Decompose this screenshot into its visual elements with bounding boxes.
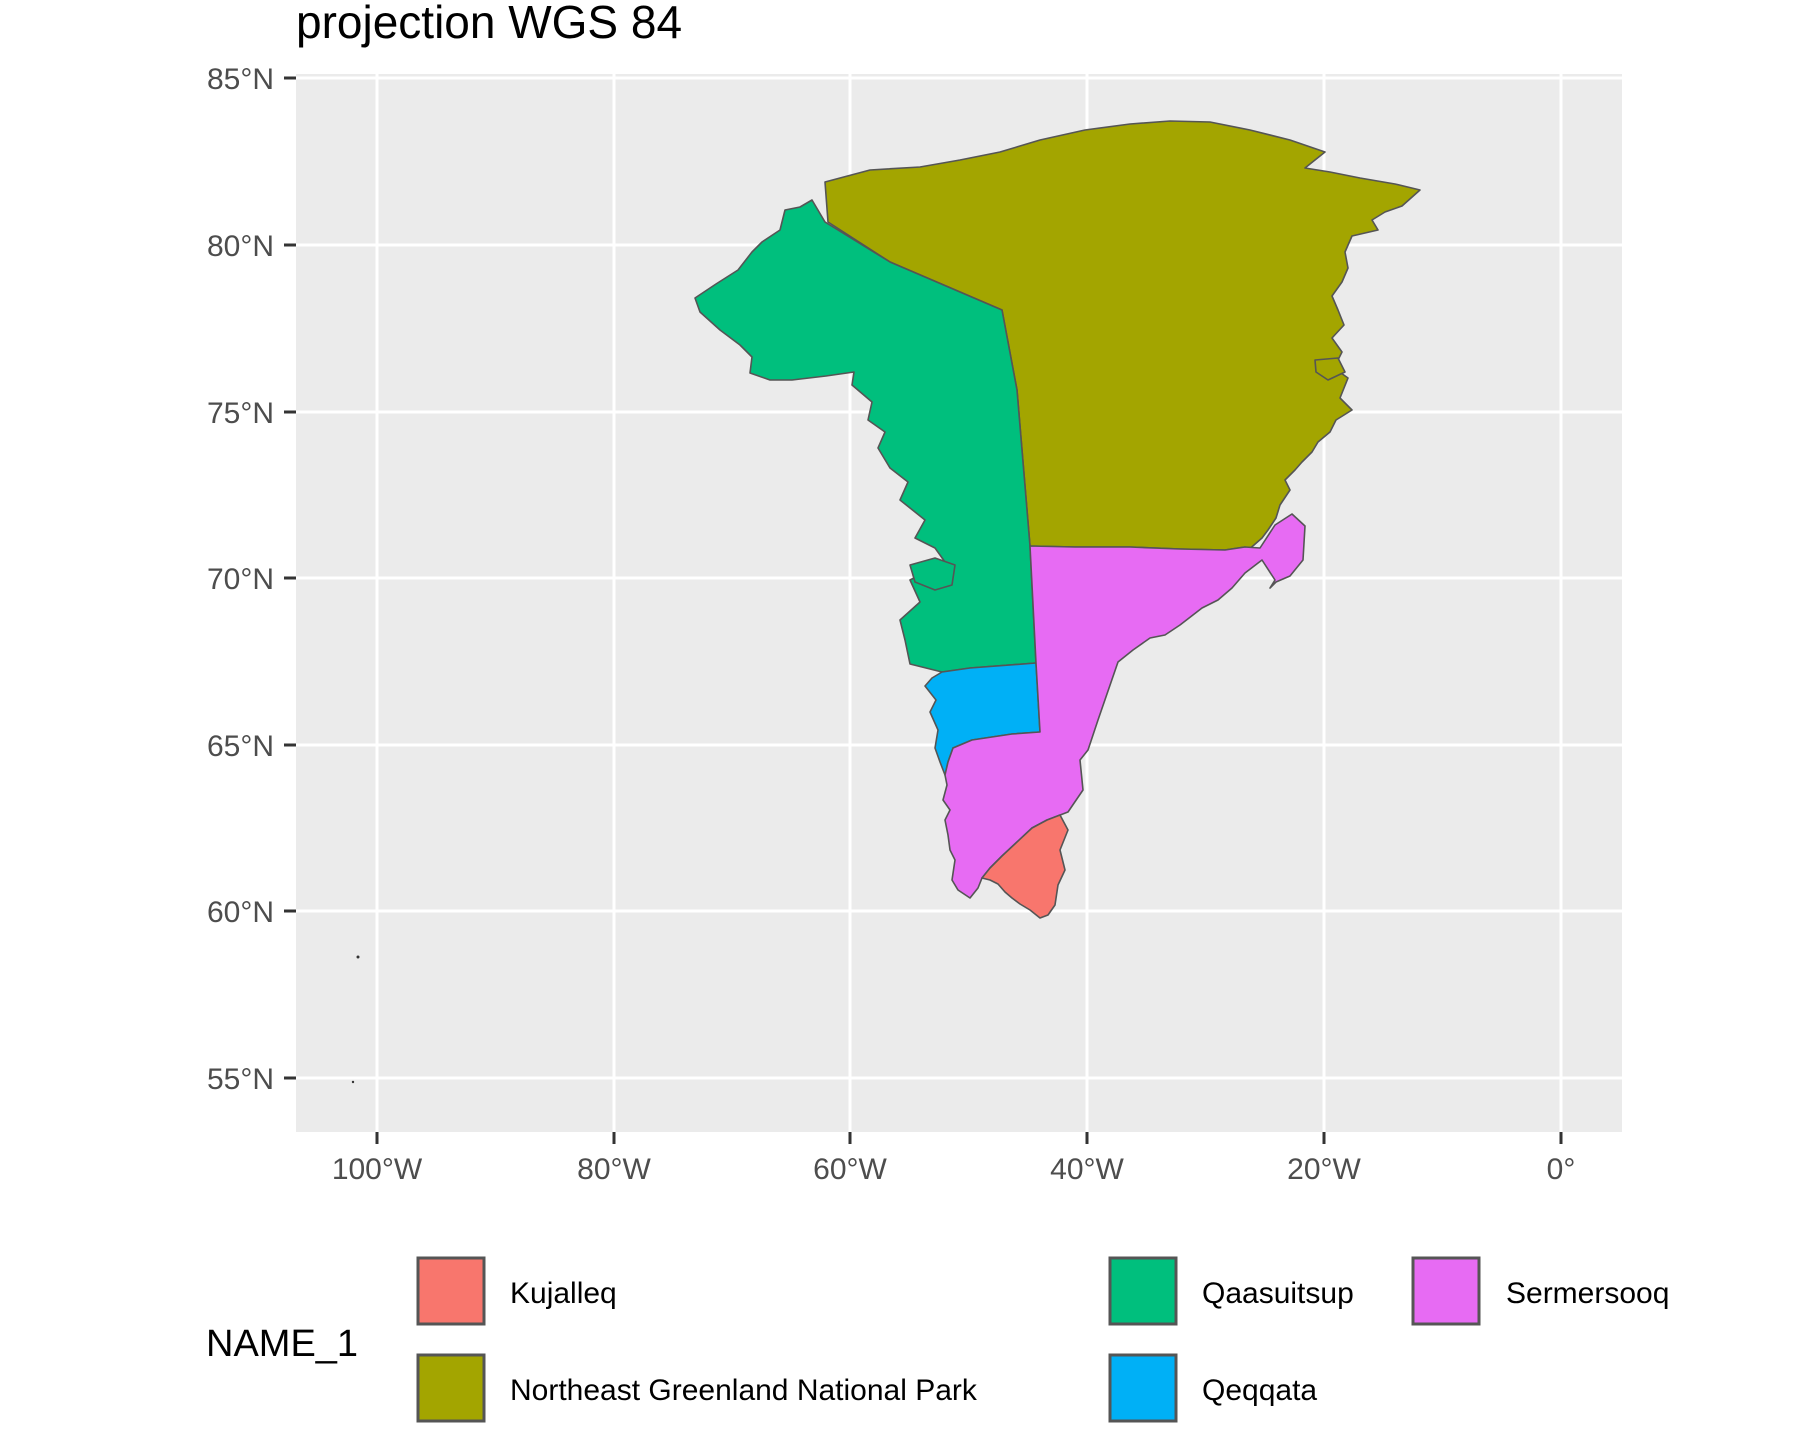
y-tick-label: 70°N: [207, 563, 274, 596]
island-dot-1: [356, 955, 360, 959]
region-qaasuitsup[interactable]: [694, 199, 1037, 673]
island-disko: [909, 557, 956, 591]
legend-title: NAME_1: [206, 1323, 358, 1365]
legend-item[interactable]: Northeast Greenland National Park: [416, 1353, 978, 1423]
legend-item[interactable]: Sermersooq: [1411, 1256, 1669, 1326]
y-axis: 85°N 80°N 75°N 70°N 65°N 60°N 55°N: [207, 63, 296, 1096]
greenland-regions: [351, 120, 1421, 1084]
legend-label: Qeqqata: [1202, 1374, 1317, 1407]
x-tick-label: 0°: [1547, 1153, 1576, 1186]
y-tick-label: 65°N: [207, 730, 274, 763]
legend-key-northeast-greenland-national-park: [416, 1353, 486, 1423]
x-tick-label: 20°W: [1287, 1153, 1361, 1186]
region-sermersooq[interactable]: [942, 513, 1306, 899]
x-tick-label: 100°W: [332, 1153, 423, 1186]
legend-key-qaasuitsup: [1108, 1256, 1178, 1326]
island-east: [1314, 357, 1346, 381]
y-tick-label: 55°N: [207, 1063, 274, 1096]
legend-label: Sermersooq: [1506, 1277, 1669, 1310]
legend-key-sermersooq: [1411, 1256, 1481, 1326]
legend-item[interactable]: Qaasuitsup: [1108, 1256, 1354, 1326]
y-tick-label: 85°N: [207, 63, 274, 96]
legend-key-kujalleq: [416, 1256, 486, 1326]
x-tick-label: 60°W: [813, 1153, 887, 1186]
x-tick-label: 40°W: [1050, 1153, 1124, 1186]
y-tick-label: 75°N: [207, 397, 274, 430]
legend-key-qeqqata: [1108, 1353, 1178, 1423]
legend-item[interactable]: Kujalleq: [416, 1256, 617, 1326]
x-axis: 100°W 80°W 60°W 40°W 20°W 0°: [332, 1132, 1576, 1186]
legend-label: Northeast Greenland National Park: [510, 1374, 978, 1407]
legend-label: Qaasuitsup: [1202, 1277, 1354, 1310]
island-dot-2: [351, 1080, 355, 1084]
region-kujalleq[interactable]: [981, 814, 1069, 919]
legend: NAME_1 Kujalleq Qaasuitsup Sermersooq No…: [206, 1256, 1669, 1423]
y-tick-label: 60°N: [207, 896, 274, 929]
x-tick-label: 80°W: [577, 1153, 651, 1186]
y-tick-label: 80°N: [207, 230, 274, 263]
legend-item[interactable]: Qeqqata: [1108, 1353, 1317, 1423]
map-title: projection WGS 84: [296, 0, 682, 48]
legend-label: Kujalleq: [510, 1277, 617, 1310]
